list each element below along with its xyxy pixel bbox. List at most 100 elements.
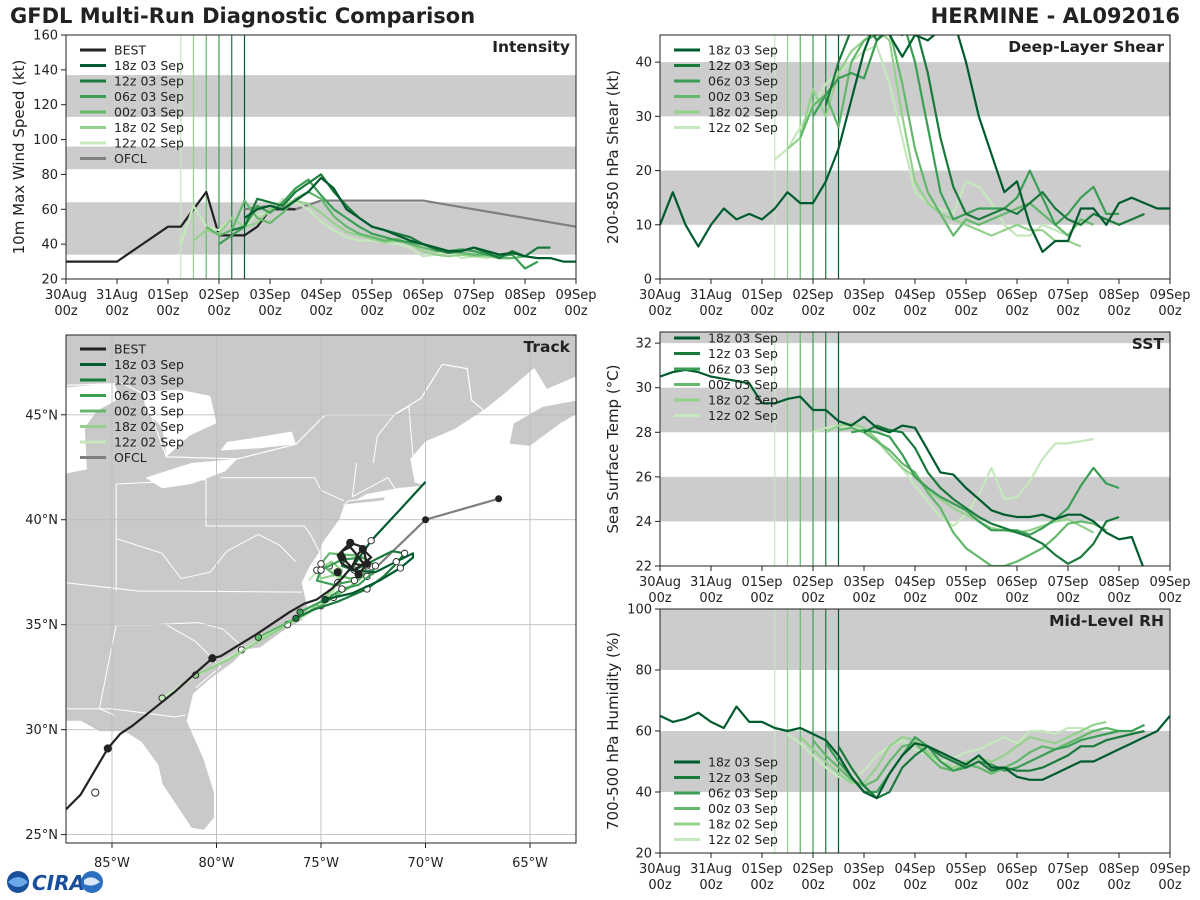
storm-id-title: HERMINE - AL092016: [930, 4, 1180, 28]
track-panel-title: Track: [524, 338, 571, 356]
page-title: GFDL Multi-Run Diagnostic Comparison: [10, 4, 476, 28]
track-xtick-label-3: 70°W: [408, 856, 444, 870]
shear-xtick-hour-9: 00z: [1107, 304, 1131, 319]
sst-shade-band-1: [660, 387, 1170, 433]
long-island-land: [342, 496, 387, 506]
rh-panel-title: Mid-Level RH: [1049, 612, 1164, 630]
rh-xtick-hour-5: 00z: [903, 878, 927, 893]
rh-xtick-date-7: 06Sep: [996, 862, 1037, 877]
rh-legend-label-4: 18z 02 Sep: [708, 817, 778, 832]
sst-run-line-2: [851, 428, 1120, 536]
shear-xtick-date-5: 04Sep: [894, 288, 935, 303]
track-run-0-point-9: [367, 537, 375, 545]
intensity-ytick-label-3: 80: [41, 168, 58, 183]
rh-xtick-date-2: 01Sep: [741, 862, 782, 877]
intensity-xtick-date-8: 07Sep: [453, 288, 494, 303]
sst-shade-band-2: [660, 332, 1170, 344]
rh-xtick-hour-3: 00z: [801, 878, 825, 893]
shear-xtick-hour-0: 00z: [648, 304, 672, 319]
intensity-xtick-date-2: 01Sep: [147, 288, 188, 303]
svg-text:CIRA: CIRA: [32, 871, 85, 895]
state-border-6: [205, 477, 320, 552]
track-best-point-4: [337, 553, 347, 562]
shear-xtick-date-8: 07Sep: [1047, 288, 1088, 303]
great-lake-1: [145, 458, 238, 489]
shear-xtick-hour-5: 00z: [903, 304, 927, 319]
track-best-point-0: [91, 788, 100, 797]
intensity-xtick-hour-10: 00z: [564, 304, 588, 319]
shear-legend-label-0: 18z 03 Sep: [708, 43, 778, 58]
intensity-run-line-4: [192, 199, 513, 260]
intensity-xtick-hour-7: 00z: [411, 304, 435, 319]
intensity-legend-label-6: 12z 02 Sep: [114, 136, 184, 151]
track-run-1-point-0: [292, 614, 300, 623]
sst-ytick-label-2: 26: [635, 470, 652, 485]
sst-xtick-hour-9: 00z: [1107, 591, 1131, 606]
rh-xtick-hour-0: 00z: [648, 878, 672, 893]
shear-xtick-date-4: 03Sep: [843, 288, 884, 303]
shear-legend-label-3: 00z 03 Sep: [708, 89, 778, 104]
sst-xtick-date-10: 09Sep: [1149, 575, 1190, 590]
sst-legend-label-4: 18z 02 Sep: [708, 393, 778, 408]
intensity-ytick-label-4: 100: [33, 133, 58, 148]
shear-xtick-hour-7: 00z: [1005, 304, 1029, 319]
track-run-0-point-0: [321, 595, 329, 604]
intensity-xtick-date-10: 09Sep: [555, 288, 596, 303]
track-run-0-point-6: [392, 558, 400, 566]
intensity-xtick-date-4: 03Sep: [249, 288, 290, 303]
sst-run-line-0: [660, 368, 1144, 566]
intensity-ytick-label-2: 60: [41, 203, 58, 218]
shear-ylabel: 200-850 hPa Shear (kt): [604, 70, 622, 244]
sst-xtick-date-2: 01Sep: [741, 575, 782, 590]
intensity-legend-label-7: OFCL: [114, 151, 147, 166]
intensity-run-line-2: [218, 178, 539, 270]
track-xtick-label-4: 65°W: [512, 856, 548, 870]
track-ofcl-point-2: [495, 495, 503, 503]
great-lake-0: [143, 389, 217, 457]
shear-xtick-date-10: 09Sep: [1149, 288, 1190, 303]
sst-shade-band-0: [660, 476, 1170, 522]
track-legend-label-6: 12z 02 Sep: [114, 435, 184, 450]
shear-shade-band-1: [660, 62, 1170, 117]
track-panel: 85°W 80°W 75°W 70°W 65°W 25°N 30°N 35°N 40°N 45°N…: [25, 334, 577, 870]
rh-ytick-label-4: 100: [627, 603, 652, 618]
track-xtick-label-1: 80°W: [199, 856, 235, 870]
intensity-run-line-3: [205, 190, 526, 260]
shear-xtick-hour-2: 00z: [750, 304, 774, 319]
rh-panel: 2040608010030Aug00z31Aug00z01Sep00z02Sep…: [604, 603, 1191, 894]
state-border-10: [372, 414, 395, 464]
track-legend-label-2: 12z 03 Sep: [114, 373, 184, 388]
sst-run-line-1: [863, 424, 1120, 565]
rh-xtick-date-10: 09Sep: [1149, 862, 1190, 877]
intensity-xtick-date-6: 05Sep: [351, 288, 392, 303]
sst-run-line-5: [812, 424, 1094, 527]
rh-xtick-date-4: 03Sep: [843, 862, 884, 877]
sst-xtick-hour-7: 00z: [1005, 591, 1029, 606]
intensity-shade-band-0: [66, 202, 576, 255]
track-legend-label-7: OFCL: [114, 450, 147, 465]
track-run-2-point-12: [350, 576, 359, 585]
track-best-point-1: [103, 744, 112, 753]
track-run-line-0: [324, 481, 427, 601]
intensity-xtick-date-5: 04Sep: [300, 288, 341, 303]
rh-xtick-date-3: 02Sep: [792, 862, 833, 877]
sst-xtick-hour-3: 00z: [801, 591, 825, 606]
sst-run-line-3: [838, 426, 1107, 566]
sst-ytick-label-3: 28: [635, 426, 652, 441]
shear-plot-frame: [659, 34, 1171, 280]
intensity-xtick-date-0: 30Aug: [45, 288, 87, 303]
rh-xtick-hour-8: 00z: [1056, 878, 1080, 893]
track-ytick-label-3: 40°N: [25, 513, 58, 528]
intensity-ytick-label-7: 160: [33, 29, 58, 44]
intensity-shade-band-2: [66, 75, 576, 117]
intensity-ytick-label-6: 140: [33, 63, 58, 78]
rh-xtick-hour-9: 00z: [1107, 878, 1131, 893]
shear-xtick-date-3: 02Sep: [792, 288, 833, 303]
shear-legend-label-2: 06z 03 Sep: [708, 74, 778, 89]
state-border-0: [66, 582, 303, 593]
sst-xtick-date-9: 08Sep: [1098, 575, 1139, 590]
rh-xtick-hour-1: 00z: [699, 878, 723, 893]
rh-plot-frame: [659, 608, 1171, 854]
intensity-panel-title: Intensity: [492, 38, 570, 56]
rh-xtick-hour-2: 00z: [750, 878, 774, 893]
